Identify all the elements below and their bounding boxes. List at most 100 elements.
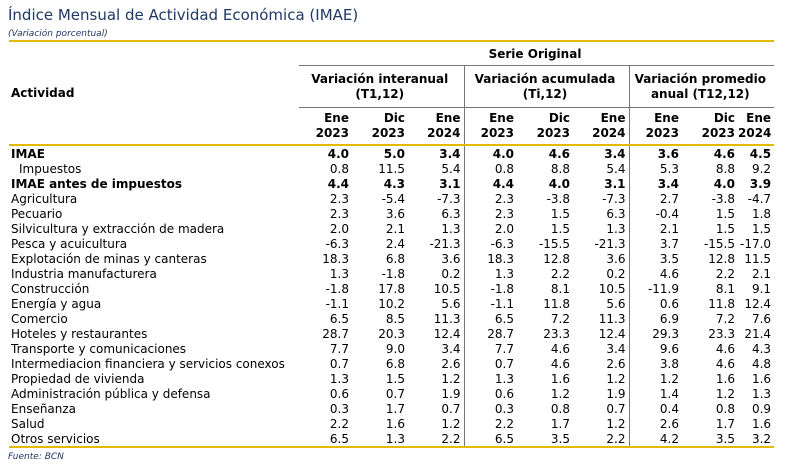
value-cell: 9.6 xyxy=(628,341,682,356)
value-cell: 9.0 xyxy=(385,341,405,356)
value-cell: 4.6 xyxy=(715,341,735,356)
activity-label: IMAE xyxy=(11,146,45,161)
period-month: Ene xyxy=(435,111,461,125)
value-cell: -11.9 xyxy=(628,281,682,296)
value-cell: 2.3 xyxy=(463,191,517,206)
period-header: Dic 2023 xyxy=(352,107,408,146)
value-cell: 1.6 xyxy=(751,416,772,431)
value-cell: 1.3 xyxy=(606,221,626,236)
value-cell: 1.7 xyxy=(715,416,735,431)
value-cell: 6.8 xyxy=(385,251,405,266)
value-cell: 4.0 xyxy=(713,176,735,191)
value-cell: 12.8 xyxy=(708,251,735,266)
value-cell: 1.5 xyxy=(715,206,735,221)
value-cell: 6.8 xyxy=(385,356,405,371)
value-cell: 3.1 xyxy=(604,176,626,191)
value-cell: 2.1 xyxy=(628,221,682,236)
value-cell: 6.3 xyxy=(441,206,461,221)
value-cell: 3.9 xyxy=(749,176,772,191)
activity-label: Hoteles y restaurantes xyxy=(11,326,148,341)
value-cell: 4.3 xyxy=(383,176,405,191)
value-cell: -3.8 xyxy=(711,191,735,206)
activity-label: Propiedad de vivienda xyxy=(11,371,145,386)
value-cell: -6.3 xyxy=(325,236,349,251)
value-cell: 2.2 xyxy=(463,416,517,431)
value-cell: -21.3 xyxy=(429,236,461,251)
value-cell: -5.4 xyxy=(381,191,405,206)
imae-table: Actividad Serie Original Variación inter… xyxy=(9,40,775,448)
value-cell: 28.7 xyxy=(463,326,517,341)
value-cell: 6.9 xyxy=(628,311,682,326)
value-cell: 2.6 xyxy=(628,416,682,431)
value-cell: 2.2 xyxy=(329,416,349,431)
value-cell: 1.3 xyxy=(441,221,461,236)
value-cell: 1.3 xyxy=(751,386,772,401)
activity-label: Construcción xyxy=(11,281,90,296)
value-cell: 1.6 xyxy=(751,371,772,386)
value-cell: 4.0 xyxy=(327,146,349,161)
value-cell: 1.3 xyxy=(329,371,349,386)
value-cell: 9.1 xyxy=(751,281,772,296)
value-cell: -4.7 xyxy=(747,191,772,206)
value-cell: 11.8 xyxy=(543,296,570,311)
table-row: Transporte y comunicaciones 7.7 9.0 3.4 7.7 4… xyxy=(9,341,774,356)
value-cell: 11.5 xyxy=(744,251,772,266)
value-cell: 1.2 xyxy=(628,371,682,386)
activity-label: Transporte y comunicaciones xyxy=(11,341,187,356)
value-cell: 3.4 xyxy=(604,146,626,161)
value-cell: 3.8 xyxy=(628,356,682,371)
table-row: Explotación de minas y canteras 18.3 6.8 3.… xyxy=(9,251,774,266)
value-cell: 0.3 xyxy=(329,401,349,416)
value-cell: 2.2 xyxy=(408,431,464,448)
value-cell: 2.4 xyxy=(385,236,405,251)
value-cell: 7.7 xyxy=(463,341,517,356)
value-cell: 11.3 xyxy=(598,311,626,326)
value-cell: 4.6 xyxy=(713,146,735,161)
value-cell: 3.4 xyxy=(606,341,626,356)
value-cell: 5.0 xyxy=(383,146,405,161)
table-row: Impuestos 0.8 11.5 5.4 0.8 8.8 5.4 5.3 8.8 9.2 xyxy=(9,161,774,176)
value-cell: 1.5 xyxy=(550,221,570,236)
table-row: Agricultura 2.3 -5.4 -7.3 2.3 -3.8 -7.3 2.7 -3.8… xyxy=(9,191,774,206)
group-header-line1: Variación acumulada xyxy=(474,71,616,86)
period-year: 2023 xyxy=(371,126,405,140)
value-cell: 2.1 xyxy=(751,266,772,281)
value-cell: 2.7 xyxy=(628,191,682,206)
value-cell: 1.2 xyxy=(441,371,461,386)
value-cell: 5.6 xyxy=(606,296,626,311)
table-row: Otros servicios 6.5 1.3 2.2 6.5 3.5 2.2 4.2 3.5 3… xyxy=(9,431,775,448)
value-cell: 1.9 xyxy=(441,386,461,401)
activity-label: Agricultura xyxy=(11,191,78,206)
value-cell: 3.4 xyxy=(628,176,682,191)
activity-label: Comercio xyxy=(11,311,68,326)
value-cell: 0.8 xyxy=(550,401,570,416)
value-cell: 21.4 xyxy=(744,326,772,341)
table-row: Industria manufacturera 1.3 -1.8 0.2 1.3 2.2 0… xyxy=(9,266,774,281)
value-cell: 4.4 xyxy=(463,176,517,191)
value-cell: 4.6 xyxy=(548,146,570,161)
value-cell: 5.6 xyxy=(441,296,461,311)
value-cell: 4.6 xyxy=(628,266,682,281)
value-cell: 0.4 xyxy=(628,401,682,416)
value-cell: 2.6 xyxy=(606,356,626,371)
value-cell: 1.2 xyxy=(550,386,570,401)
value-cell: 2.2 xyxy=(715,266,735,281)
activity-label: Silvicultura y extracción de madera xyxy=(11,221,225,236)
value-cell: 1.7 xyxy=(550,416,570,431)
period-header: Ene 2023 xyxy=(628,107,682,146)
value-cell: -6.3 xyxy=(463,236,517,251)
table-row: Energía y agua -1.1 10.2 5.6 -1.1 11.8 5.6 0.6 1… xyxy=(9,296,774,311)
period-year: 2023 xyxy=(480,126,514,140)
value-cell: 1.2 xyxy=(441,416,461,431)
value-cell: 29.3 xyxy=(628,326,682,341)
period-header: Ene 2023 xyxy=(463,107,517,146)
value-cell: 6.5 xyxy=(299,431,352,448)
value-cell: 20.3 xyxy=(378,326,405,341)
period-year: 2024 xyxy=(592,126,626,140)
value-cell: 10.5 xyxy=(598,281,626,296)
value-cell: 8.5 xyxy=(385,311,405,326)
value-cell: 1.7 xyxy=(385,401,405,416)
value-cell: 1.2 xyxy=(606,416,626,431)
value-cell: 4.3 xyxy=(751,341,772,356)
value-cell: 3.2 xyxy=(738,431,775,448)
